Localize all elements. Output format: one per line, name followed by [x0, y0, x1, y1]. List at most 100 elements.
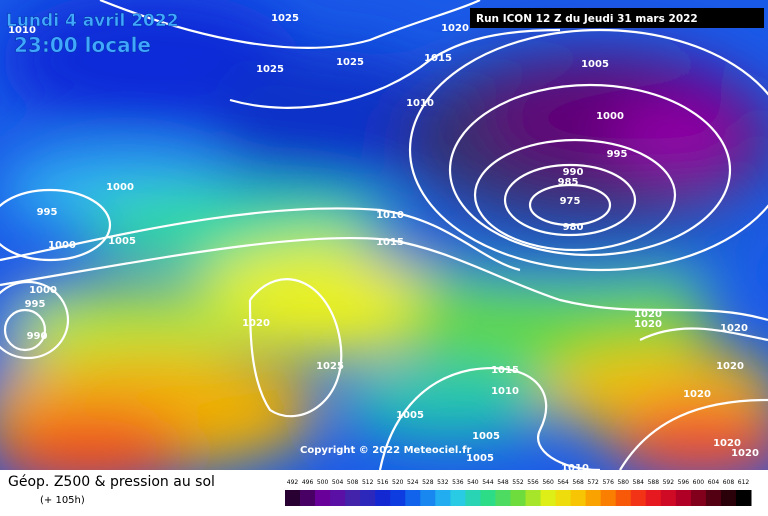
colorbar-label: 600 [693, 479, 705, 486]
isobar-label: 1015 [491, 365, 519, 376]
colorbar-cell [330, 490, 346, 506]
isobar-label: 1010 [561, 463, 589, 474]
colorbar-cell [630, 490, 647, 506]
colorbar-label: 572 [587, 479, 599, 486]
colorbar-label: 528 [422, 479, 434, 486]
isobar-label: 1000 [596, 111, 624, 122]
isobar-label: 1000 [29, 285, 57, 296]
isobar-label: 975 [560, 196, 581, 207]
colorbar-label: 604 [708, 479, 720, 486]
run-box [470, 8, 764, 28]
colorbar-cell [315, 490, 331, 506]
colorbar-cell [570, 490, 587, 506]
colorbar-cell [735, 490, 752, 506]
colorbar-cell [480, 490, 496, 506]
colorbar-cell [525, 490, 542, 506]
colorbar-label: 568 [572, 479, 584, 486]
isobar-label: 1000 [106, 182, 134, 193]
colorbar-label: 612 [738, 479, 750, 486]
isobar-label: 1020 [731, 448, 759, 459]
colorbar-cell [420, 490, 436, 506]
colorbar-cell [720, 490, 737, 506]
isobar-label: 1005 [108, 236, 136, 247]
isobar-label: 1020 [716, 361, 744, 372]
colorbar-label: 608 [723, 479, 735, 486]
colorbar-label: 508 [347, 479, 359, 486]
colorbar-label: 500 [317, 479, 329, 486]
isobar-label: 985 [558, 177, 579, 188]
isobar-label: 1010 [491, 386, 519, 397]
colorbar-label: 520 [392, 479, 404, 486]
colorbar-cell [435, 490, 451, 506]
isobar-labels: 1025 1010 1020 1025 1015 1005 1025 1010 1000 995 1… [8, 13, 759, 474]
colorbar-cell [690, 490, 707, 506]
isobars [0, 0, 768, 470]
colorbar-label: 496 [302, 479, 314, 486]
colorbar-cell [675, 490, 692, 506]
isobar-label: 995 [37, 207, 58, 218]
isobar-label: 1025 [256, 64, 284, 75]
footer-title: Géop. Z500 & pression au sol [8, 474, 215, 490]
colorbar: 492 496 500 504 508 512 516 520 524 528 532 536 540 5… [285, 479, 752, 506]
colorbar-cell [375, 490, 391, 506]
isobar-label: 1020 [713, 438, 741, 449]
isobar-label: 1005 [472, 431, 500, 442]
colorbar-cell [510, 490, 527, 506]
colorbar-label: 560 [542, 479, 554, 486]
colorbar-cell [615, 490, 632, 506]
isobar-label: 1020 [441, 23, 469, 34]
colorbar-label: 540 [467, 479, 479, 486]
isobar-label: 990 [563, 167, 584, 178]
isobar-label: 990 [27, 331, 48, 342]
copyright: Copyright © 2022 Meteociel.fr [300, 445, 471, 456]
isobar-label: 1010 [406, 98, 434, 109]
colorbar-cell [300, 490, 316, 506]
isobar-label: 1025 [316, 361, 344, 372]
colorbar-cell [585, 490, 602, 506]
colorbar-label: 592 [663, 479, 675, 486]
colorbar-label: 588 [648, 479, 660, 486]
isobar-label: 1010 [376, 210, 404, 221]
colorbar-label: 548 [497, 479, 509, 486]
colorbar-label: 524 [407, 479, 419, 486]
colorbar-label: 584 [633, 479, 645, 486]
colorbar-label: 596 [678, 479, 690, 486]
time: 23:00 locale [14, 33, 151, 57]
isobar-label: 1005 [466, 453, 494, 464]
isobar-label: 1020 [683, 389, 711, 400]
colorbar-label: 504 [332, 479, 344, 486]
isobar-label: 1010 [8, 25, 36, 36]
colorbar-label: 544 [482, 479, 494, 486]
footer-lead: (+ 105h) [40, 495, 85, 506]
date: Lundi 4 avril 2022 [6, 11, 179, 31]
colorbar-label: 564 [557, 479, 569, 486]
colorbar-cell [285, 490, 301, 506]
colorbar-cell [360, 490, 376, 506]
isobar-label: 1020 [720, 323, 748, 334]
colorbar-label: 492 [287, 479, 299, 486]
isobar-label: 1005 [581, 59, 609, 70]
isobar-label: 1020 [242, 318, 270, 329]
colorbar-cell [660, 490, 677, 506]
field: 1025 1010 1020 1025 1015 1005 1025 1010 1000 995 1… [0, 0, 768, 474]
isobar-label: 1025 [271, 13, 299, 24]
colorbar-cell [405, 490, 421, 506]
colorbar-label: 556 [527, 479, 539, 486]
colorbar-label: 532 [437, 479, 449, 486]
isobar-label: 995 [25, 299, 46, 310]
colorbar-cell [705, 490, 722, 506]
colorbar-label: 536 [452, 479, 464, 486]
colorbar-cell [465, 490, 481, 506]
colorbar-label: 512 [362, 479, 374, 486]
colorbar-cell [495, 490, 511, 506]
colorbar-cell [555, 490, 572, 506]
isobar-label: 1020 [634, 319, 662, 330]
colorbar-label: 580 [617, 479, 629, 486]
colorbar-cell [345, 490, 361, 506]
isobar-label: 980 [563, 222, 584, 233]
colorbar-cell [540, 490, 557, 506]
colorbar-cell [390, 490, 406, 506]
colorbar-cell [450, 490, 466, 506]
isobar-label: 1020 [634, 309, 662, 320]
